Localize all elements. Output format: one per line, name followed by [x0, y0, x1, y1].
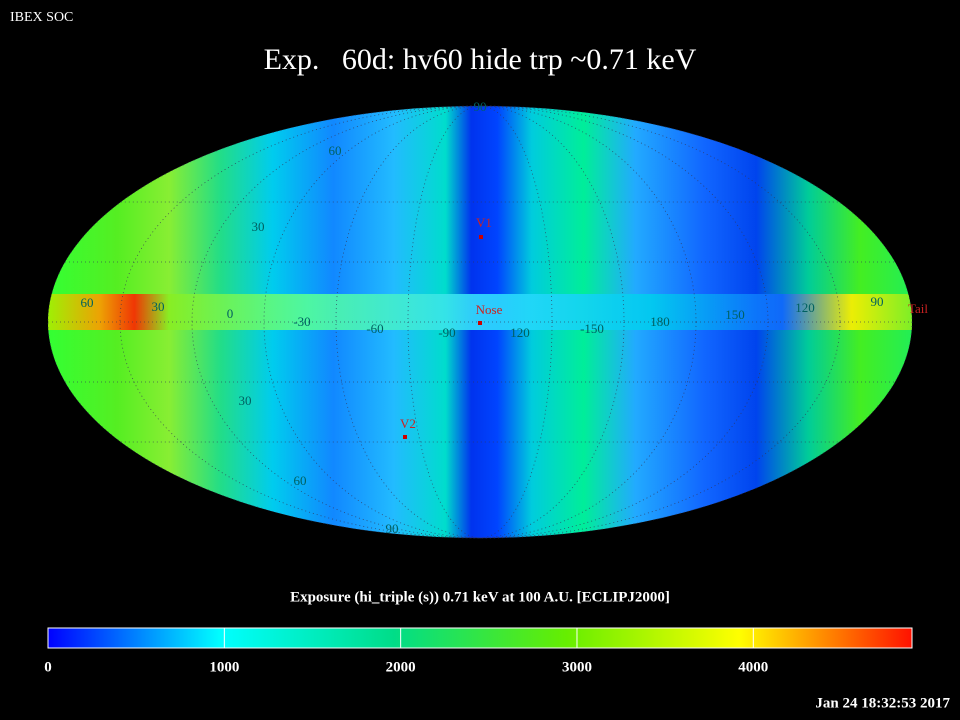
grid-label: 90 [386, 521, 399, 536]
marker-label: Tail [908, 301, 928, 316]
grid-label: 60 [81, 295, 94, 310]
marker-label: V1 [476, 215, 492, 230]
marker-dot [479, 235, 483, 239]
marker-label: Nose [476, 302, 503, 317]
colorbar-label: Exposure (hi_triple (s)) 0.71 keV at 100… [290, 589, 670, 605]
grid-label: 30 [239, 393, 252, 408]
title: Exp. 60d: hv60 hide trp ~0.71 keV [264, 43, 697, 76]
grid-label: -150 [580, 321, 604, 336]
grid-label: -30 [293, 314, 310, 329]
colorbar [47, 627, 913, 649]
grid-label: 180 [650, 314, 670, 329]
colorbar-ticks: 0 1000 2000 3000 4000 [44, 628, 768, 675]
colorbar-tick-label: 1000 [209, 659, 239, 675]
grid-label: -90 [438, 325, 455, 340]
marker-dot [403, 435, 407, 439]
grid-label: 60 [329, 143, 342, 158]
grid-label: 90 [871, 294, 884, 309]
badge: IBEX SOC [10, 10, 73, 25]
colorbar-tick-label: 2000 [386, 659, 416, 675]
colorbar-tick-label: 4000 [738, 659, 768, 675]
colorbar-tick-label: 3000 [562, 659, 592, 675]
marker-dot [478, 321, 482, 325]
grid-label: 30 [152, 299, 165, 314]
grid-label: 30 [252, 219, 265, 234]
grid-label: -60 [366, 321, 383, 336]
map-labels: 90 60 30 60 30 0 -30 -60 -90 120 -150 180 150 120 90 30… [81, 99, 929, 536]
grid-label: 60 [294, 473, 307, 488]
grid-label: 150 [725, 307, 745, 322]
grid-label: 120 [510, 325, 530, 340]
grid-label: 0 [227, 306, 234, 321]
grid-label: 120 [795, 300, 815, 315]
marker-label: V2 [400, 416, 416, 431]
grid-label: 90 [474, 99, 487, 114]
meridian [47, 105, 913, 539]
timestamp: Jan 24 18:32:53 2017 [815, 695, 950, 711]
colorbar-tick-label: 0 [44, 659, 52, 675]
